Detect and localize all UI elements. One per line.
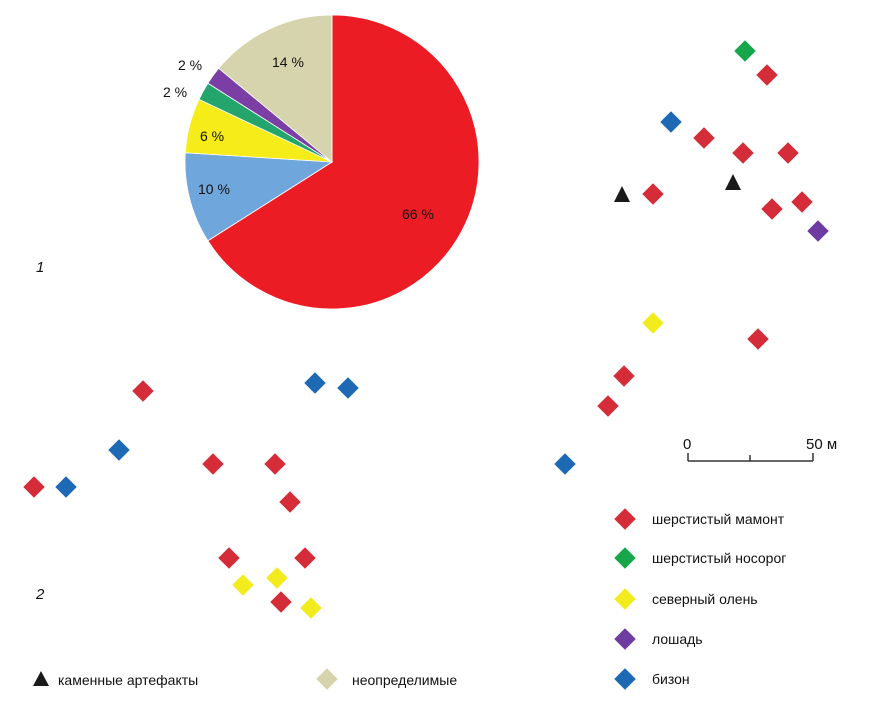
reindeer-find-marker <box>265 566 289 590</box>
legend-label-artifacts: каменные артефакты <box>58 672 198 688</box>
legend-item-horse: лошадь <box>613 627 703 651</box>
mammoth-find-marker <box>692 126 716 150</box>
scale-start-label: 0 <box>683 436 691 453</box>
legend-swatch-reindeer <box>613 587 637 611</box>
legend-swatch-rhino <box>613 546 637 570</box>
mammoth-find-marker <box>217 546 241 570</box>
horse-find-marker <box>806 219 830 243</box>
bison-find-marker <box>107 438 131 462</box>
mammoth-find-marker <box>22 475 46 499</box>
scale-end-label: 50 м <box>806 436 837 453</box>
mammoth-find-marker <box>269 590 293 614</box>
legend-item-reindeer: северный олень <box>613 587 758 611</box>
legend-item-rhino: шерстистый носорог <box>613 546 786 570</box>
bison-find-marker <box>336 376 360 400</box>
mammoth-find-marker <box>201 452 225 476</box>
legend-label-undetermined: неопределимые <box>352 672 457 688</box>
pie-slice-label: 2 % <box>163 84 187 100</box>
mammoth-find-marker <box>760 197 784 221</box>
mammoth-find-marker <box>755 63 779 87</box>
pie-slice-label: 10 % <box>198 181 230 197</box>
scale-bar: 0 50 м <box>683 436 837 462</box>
legend-swatch-bison <box>613 667 637 691</box>
mammoth-find-marker <box>641 182 665 206</box>
species-pie-chart <box>184 14 480 310</box>
stone-artifact-marker <box>725 174 741 190</box>
legend-item-undetermined: неопределимые <box>315 667 457 691</box>
legend-item-bison: бизон <box>613 667 690 691</box>
mammoth-find-marker <box>293 546 317 570</box>
pie-slice <box>207 14 480 310</box>
legend-label-horse: лошадь <box>652 631 703 647</box>
mammoth-find-marker <box>263 452 287 476</box>
bison-find-marker <box>54 475 78 499</box>
bison-find-marker <box>303 371 327 395</box>
pie-percent-labels: 66 % 10 % 6 % 2 % 2 % 14 % <box>163 54 434 222</box>
mammoth-find-marker <box>612 364 636 388</box>
legend-swatch-undetermined <box>315 667 339 691</box>
mammoth-find-marker <box>131 379 155 403</box>
legend-item-mammoth: шерстистый мамонт <box>613 507 785 531</box>
mammoth-find-marker <box>746 327 770 351</box>
legend-label-reindeer: северный олень <box>652 591 758 607</box>
legend-label-bison: бизон <box>652 671 690 687</box>
panel-label-1: 1 <box>36 259 44 276</box>
legend: шерстистый мамонт шерстистый носорог сев… <box>33 507 786 691</box>
mammoth-find-marker <box>596 394 620 418</box>
find-markers <box>22 39 830 620</box>
bison-find-marker <box>659 110 683 134</box>
mammoth-find-marker <box>731 141 755 165</box>
panel-label-2: 2 <box>35 586 45 603</box>
reindeer-find-marker <box>641 311 665 335</box>
mammoth-find-marker <box>278 490 302 514</box>
legend-label-mammoth: шерстистый мамонт <box>652 511 785 527</box>
legend-label-rhino: шерстистый носорог <box>652 550 786 566</box>
mammoth-find-marker <box>776 141 800 165</box>
reindeer-find-marker <box>231 573 255 597</box>
stone-artifact-icon <box>33 671 49 686</box>
pie-slice-label: 6 % <box>200 128 224 144</box>
reindeer-find-marker <box>299 596 323 620</box>
pie-slice <box>218 14 333 163</box>
mammoth-find-marker <box>790 190 814 214</box>
pie-slice-label: 14 % <box>272 54 304 70</box>
legend-swatch-horse <box>613 627 637 651</box>
legend-item-artifacts: каменные артефакты <box>33 671 198 688</box>
bison-find-marker <box>553 452 577 476</box>
pie-slice-label: 66 % <box>402 206 434 222</box>
legend-swatch-mammoth <box>613 507 637 531</box>
pie-slice-label: 2 % <box>178 57 202 73</box>
stone-artifact-marker <box>614 186 630 202</box>
pie-slice <box>184 152 334 242</box>
rhino-find-marker <box>733 39 757 63</box>
